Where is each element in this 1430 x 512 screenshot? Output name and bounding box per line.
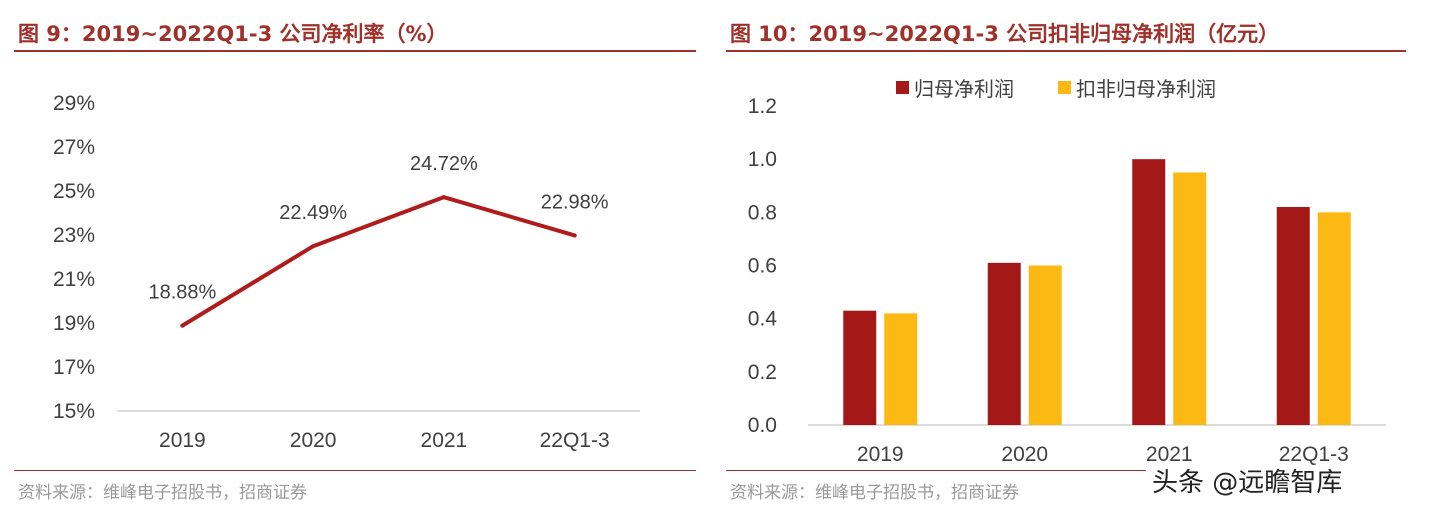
right-source-note: 资料来源：维峰电子招股书，招商证券 [730,483,1019,503]
data-label: 22.49% [279,202,347,224]
y-tick-label: 1.2 [748,95,777,118]
left-title-rule [14,50,696,52]
bar-adjusted-net-profit [884,313,918,425]
y-tick-label: 1.0 [748,148,777,171]
y-tick-label: 15% [53,400,95,423]
data-point [572,233,577,238]
y-tick-label: 27% [53,136,95,159]
data-label: 24.72% [410,153,478,175]
x-tick-label: 2019 [857,443,904,466]
bar-adjusted-net-profit [1317,212,1351,425]
data-point [441,195,446,200]
legend-label: 扣非归母净利润 [1076,78,1216,101]
data-point [180,323,185,328]
bar-adjusted-net-profit [1173,172,1207,425]
x-tick-label: 2019 [159,429,206,452]
x-tick-label: 2020 [290,429,337,452]
watermark: 头条 @远瞻智库 [1152,468,1343,498]
right-chart-title: 图 10：2019~2022Q1-3 公司扣非归母净利润（亿元） [730,22,1280,46]
y-tick-label: 0.0 [748,414,777,437]
y-tick-label: 0.4 [748,308,778,331]
bar-net-profit [1276,207,1310,425]
y-tick-label: 17% [53,356,95,379]
net-margin-series-line [180,195,577,328]
y-tick-label: 25% [53,180,95,203]
bar-net-profit [1132,159,1166,425]
profit-bar-chart: 0.0 0.2 0.4 0.6 0.8 1.0 1.2 2019 2020 2021 22Q1-3 归… [748,78,1386,466]
left-chart-title: 图 9：2019~2022Q1-3 公司净利率（%） [18,22,448,46]
net-margin-line-chart: 15% 17% 19% 21% 23% 25% 27% 29% 2019 2020 2021 22Q1… [53,92,640,452]
y-tick-label: 21% [53,268,95,291]
y-tick-label: 0.6 [748,255,777,278]
data-label: 22.98% [541,191,609,213]
y-tick-label: 29% [53,92,95,115]
y-tick-label: 0.8 [748,201,777,224]
data-point [311,244,316,249]
x-tick-label: 2020 [1001,443,1048,466]
right-bottom-rule [726,470,1146,471]
legend-swatch [1058,81,1071,94]
bar-net-profit [843,310,877,425]
x-tick-label: 22Q1-3 [1279,443,1349,466]
x-tick-label: 2021 [1146,443,1193,466]
left-source-note: 资料来源：维峰电子招股书，招商证券 [18,483,307,503]
legend-label: 归母净利润 [914,78,1014,101]
data-label: 18.88% [148,282,216,304]
legend-swatch [896,81,909,94]
right-title-rule [726,50,1406,52]
x-tick-label: 22Q1-3 [540,429,610,452]
bar-adjusted-net-profit [1028,265,1062,425]
x-tick-label: 2021 [421,429,468,452]
left-bottom-rule [14,470,696,471]
y-tick-label: 19% [53,312,95,335]
bar-net-profit [987,262,1021,425]
y-tick-label: 23% [53,224,95,247]
y-tick-label: 0.2 [748,361,777,384]
